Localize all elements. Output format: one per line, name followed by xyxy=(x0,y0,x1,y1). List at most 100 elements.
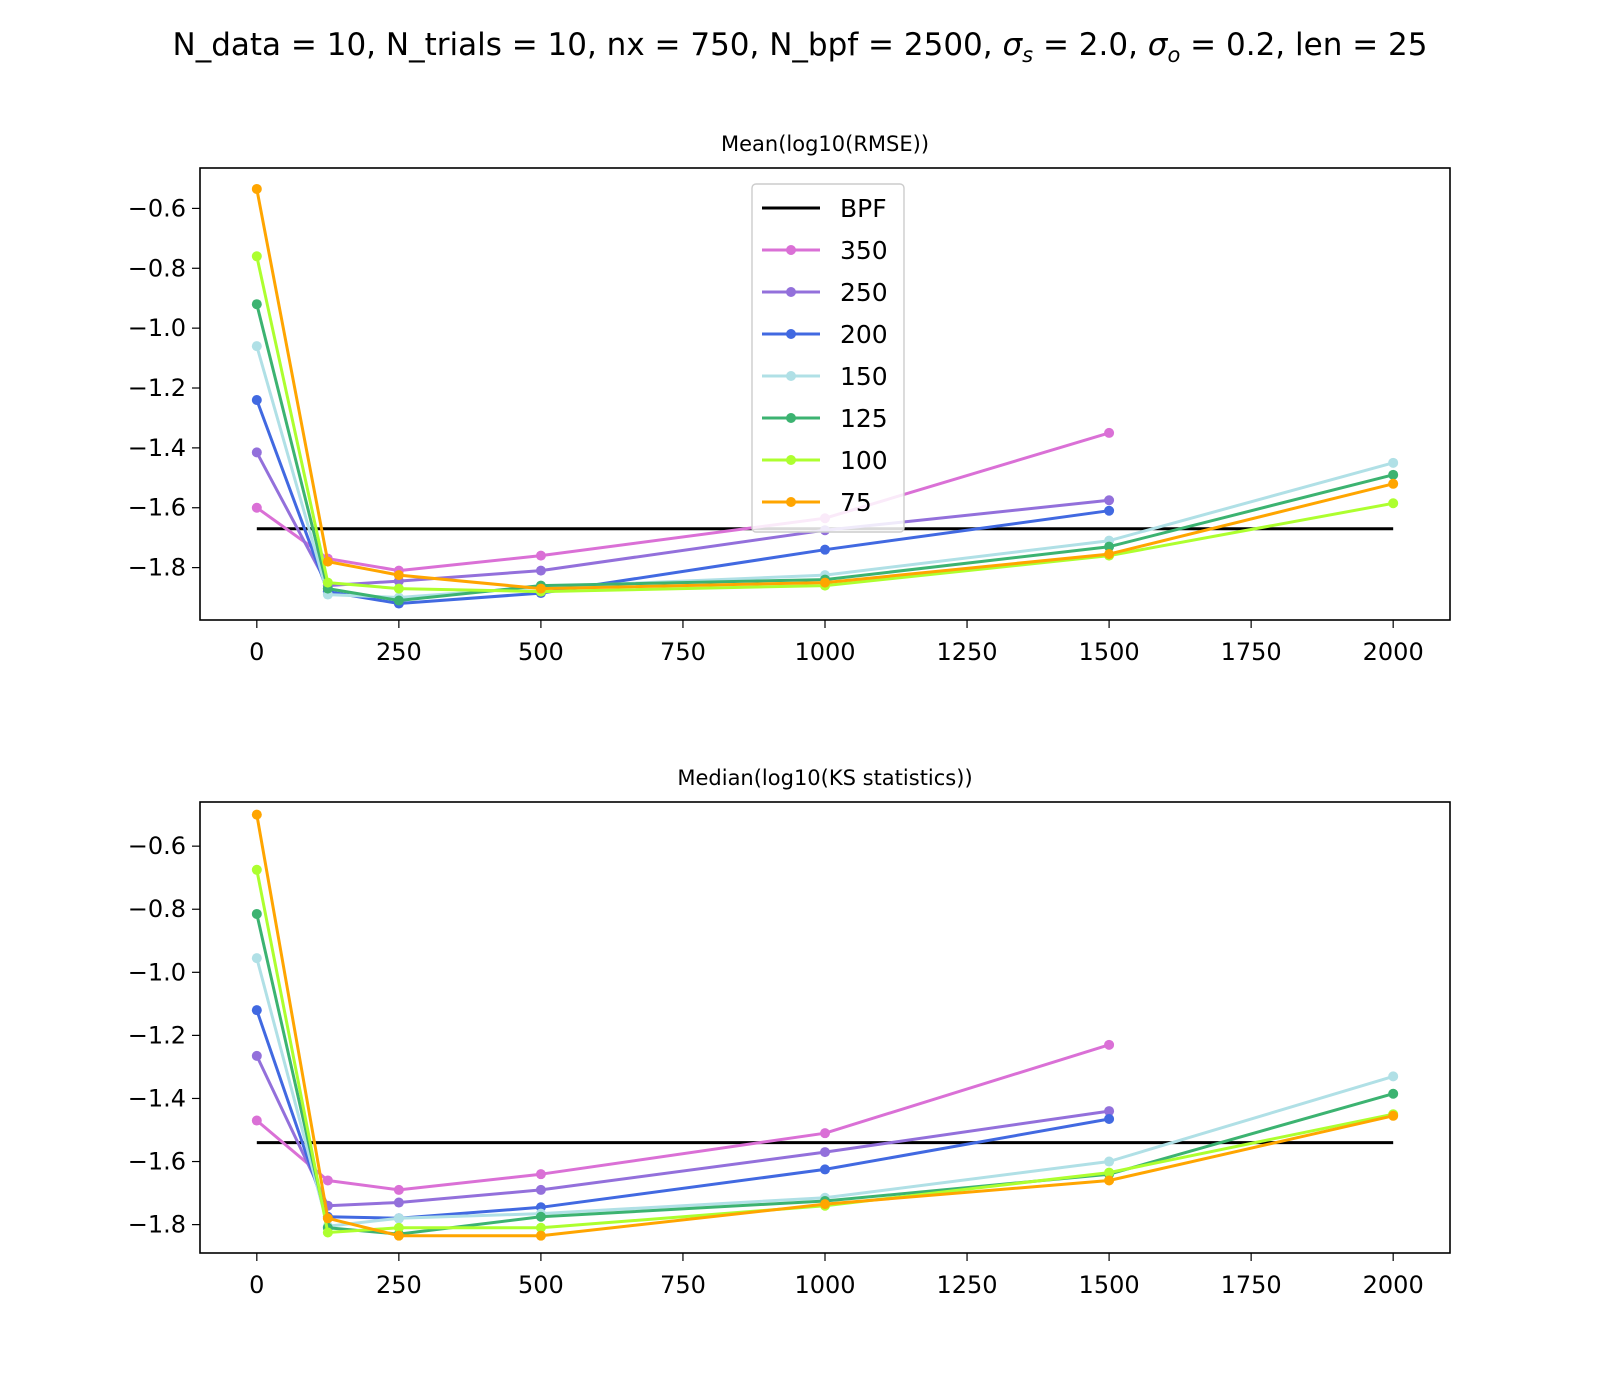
legend-marker xyxy=(786,497,796,507)
data-point-200 xyxy=(820,544,830,555)
data-point-100 xyxy=(393,1222,404,1233)
data-point-250 xyxy=(393,1197,404,1208)
y-tick-label: −0.6 xyxy=(128,194,186,222)
data-point-350 xyxy=(1104,1039,1115,1050)
y-tick-label: −1.8 xyxy=(128,1211,186,1239)
data-point-100 xyxy=(393,583,404,594)
y-tick-label: −1.6 xyxy=(128,1148,186,1176)
data-point-75 xyxy=(535,1230,546,1241)
data-point-350 xyxy=(1104,427,1115,438)
data-point-250 xyxy=(1104,495,1115,506)
data-point-100 xyxy=(251,864,262,875)
data-point-200 xyxy=(1104,1113,1115,1124)
data-point-100 xyxy=(322,1227,333,1238)
sigma-s-symbol: σ xyxy=(1002,27,1023,63)
data-point-75 xyxy=(1388,478,1399,489)
legend-box xyxy=(751,183,905,533)
data-point-150 xyxy=(1388,457,1399,468)
y-tick-label: −1.6 xyxy=(128,494,186,522)
sigma-o-subscript: o xyxy=(1167,43,1180,67)
data-point-250 xyxy=(820,1147,830,1158)
y-tick-label: −0.8 xyxy=(128,254,186,282)
data-point-100 xyxy=(535,1222,546,1233)
legend-entry-250: 250 xyxy=(762,278,888,307)
data-point-75 xyxy=(393,1230,404,1241)
legend-label: 125 xyxy=(840,404,888,433)
data-point-200 xyxy=(251,1005,262,1016)
figure-title: N_data = 10, N_trials = 10, nx = 750, N_… xyxy=(173,27,1428,67)
data-point-100 xyxy=(1388,498,1399,509)
plot-area xyxy=(251,183,1399,609)
sigma-s-subscript: s xyxy=(1022,43,1033,67)
data-point-100 xyxy=(322,577,333,588)
data-point-75 xyxy=(251,809,262,820)
data-point-150 xyxy=(1388,1071,1399,1082)
x-tick-label: 750 xyxy=(660,1271,706,1299)
y-tick-label: −0.6 xyxy=(128,832,186,860)
data-point-250 xyxy=(535,1184,546,1195)
data-point-350 xyxy=(251,502,262,513)
series-75 xyxy=(251,809,1399,1241)
legend-entry-200: 200 xyxy=(762,320,888,349)
y-tick-label: −0.8 xyxy=(128,895,186,923)
data-point-150 xyxy=(393,1213,404,1224)
legend-entry-125: 125 xyxy=(762,404,888,433)
legend-label: 100 xyxy=(840,446,888,475)
data-point-250 xyxy=(251,1050,262,1061)
subplot-title: Median(log10(KS statistics)) xyxy=(677,766,972,790)
x-tick-label: 1750 xyxy=(1221,638,1282,666)
data-point-250 xyxy=(535,565,546,576)
data-point-75 xyxy=(322,556,333,567)
data-point-350 xyxy=(535,1169,546,1180)
legend-label: 350 xyxy=(840,236,888,265)
legend-entry-75: 75 xyxy=(762,488,872,517)
legend-marker xyxy=(786,287,796,297)
data-point-350 xyxy=(393,1184,404,1195)
x-tick-label: 0 xyxy=(249,1271,264,1299)
x-tick-label: 250 xyxy=(376,638,422,666)
legend-label: 75 xyxy=(840,488,872,517)
data-point-100 xyxy=(1104,1167,1115,1178)
legend-entry-350: 350 xyxy=(762,236,888,265)
legend-entry-100: 100 xyxy=(762,446,888,475)
data-point-75 xyxy=(393,570,404,581)
y-tick-label: −1.0 xyxy=(128,314,186,342)
data-point-125 xyxy=(393,595,404,606)
data-point-125 xyxy=(251,299,262,310)
x-tick-label: 500 xyxy=(518,1271,564,1299)
data-point-150 xyxy=(1104,1156,1115,1167)
legend-marker xyxy=(786,245,796,255)
panel-mean-rmse: Mean(log10(RMSE)) 0 250 500 750 1000 1250 1500 1… xyxy=(128,132,1451,666)
data-point-200 xyxy=(251,394,262,405)
x-tick-label: 250 xyxy=(376,1271,422,1299)
data-point-125 xyxy=(1104,541,1115,552)
x-tick-label: 750 xyxy=(660,638,706,666)
legend-marker xyxy=(786,413,796,423)
data-point-75 xyxy=(535,583,546,594)
data-point-350 xyxy=(820,1128,830,1139)
legend-label: 150 xyxy=(840,362,888,391)
x-tick-label: 1750 xyxy=(1221,1271,1282,1299)
data-point-200 xyxy=(1104,505,1115,516)
y-tick-label: −1.4 xyxy=(128,434,186,462)
x-tick-label: 2000 xyxy=(1363,1271,1424,1299)
legend-label: 200 xyxy=(840,320,888,349)
data-point-350 xyxy=(322,1175,333,1186)
sigma-o-symbol: σ xyxy=(1148,27,1169,63)
x-tick-label: 1500 xyxy=(1079,638,1140,666)
data-point-75 xyxy=(322,1213,333,1224)
legend-entry-BPF: BPF xyxy=(762,194,887,223)
y-tick-label: −1.4 xyxy=(128,1084,186,1112)
data-point-125 xyxy=(1388,469,1399,480)
legend-label: 250 xyxy=(840,278,888,307)
data-point-200 xyxy=(820,1164,830,1175)
data-point-125 xyxy=(1388,1088,1399,1099)
y-tick-label: −1.2 xyxy=(128,1021,186,1049)
legend-marker xyxy=(786,371,796,381)
x-tick-label: 1000 xyxy=(794,638,855,666)
data-point-150 xyxy=(251,341,262,352)
series-75 xyxy=(251,183,1399,594)
x-tick-label: 1250 xyxy=(937,638,998,666)
data-point-125 xyxy=(251,908,262,919)
